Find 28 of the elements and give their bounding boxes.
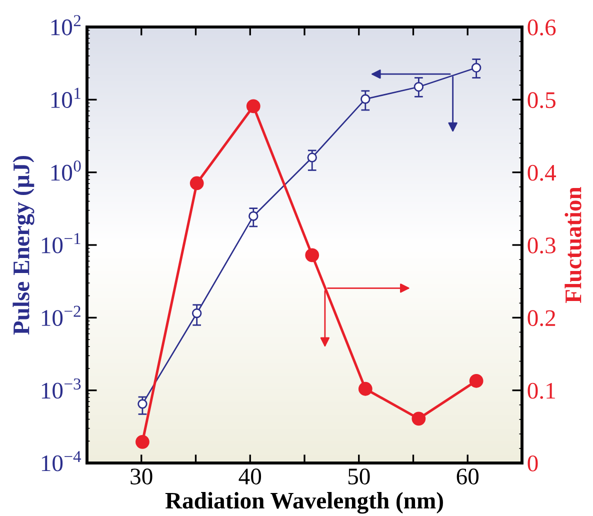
point [192,308,202,318]
y-tick-label: 10$^{2}$ [51,15,81,36]
x-tick-label: 40 [238,468,262,484]
point [360,94,370,104]
y2-tick-label: 0.3 [528,237,556,254]
y-tick-label: 10$^{1}$ [51,88,80,108]
y-axis-title: Pulse Energy (µJ) [12,156,34,335]
x-tick-label: 60 [456,468,479,484]
point [414,82,424,92]
point [471,62,482,73]
y2-tick-label: 0.5 [528,92,556,108]
point [307,152,317,162]
y2-tick-label: 0.4 [528,164,556,181]
point [248,211,258,221]
y-tick-label: 10$^{−3}$ [42,378,81,399]
y-tick-label: 10$^{−2}$ [42,306,80,326]
y2-axis-title: Fluctuation [564,186,582,303]
y2-tick-label: 0.6 [528,19,556,36]
y-tick-label: 10$^{−1}$ [42,233,80,254]
point [138,399,148,409]
y2-tick-label: 0.2 [528,310,556,326]
x-axis-title: Radiation Wavelength (nm) [165,492,443,514]
x-tick-label: 50 [348,468,370,484]
x-tick-label: 30 [130,468,152,484]
y-tick-label: 10$^{−4}$ [42,451,82,472]
y-tick-label: 10$^{0}$ [51,160,81,181]
y2-tick-label: 0.1 [528,382,555,399]
y2-tick-label: 0 [528,455,538,472]
